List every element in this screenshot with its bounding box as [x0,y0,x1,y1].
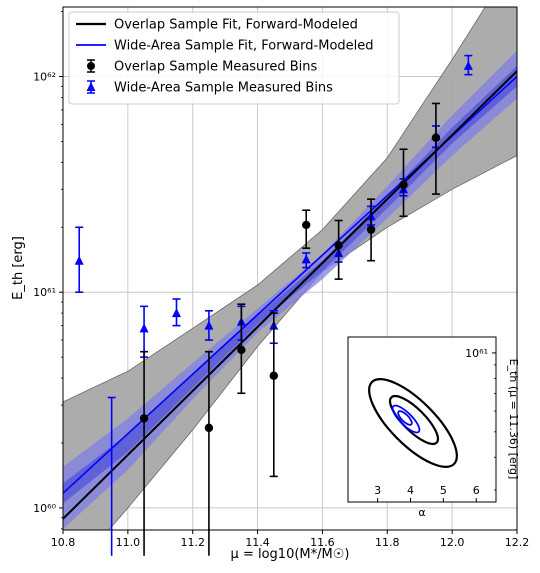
inset-x-tick-label: 6 [473,484,480,497]
legend: Overlap Sample Fit, Forward-Modeled Wide-… [68,11,400,105]
plot-frame [62,6,518,531]
y-tick-label: 10⁶¹ [33,286,56,299]
inset-contours-wide [391,404,421,434]
x-tick-label: 11.0 [116,536,141,549]
legend-swatch-circle [87,62,95,70]
x-tick-label: 12.0 [440,536,465,549]
legend-label: Wide-Area Sample Fit, Forward-Modeled [114,39,374,54]
x-tick-label: 11.6 [310,536,335,549]
x-axis-title: μ = log10(M*/M☉) [231,547,350,562]
inset-x-axis-title: α [418,506,425,519]
inset-x-ticks: 3 4 5 6 [374,484,480,502]
y-tick-label: 10⁶² [33,71,56,84]
wide-point [139,323,149,333]
inset-x-tick-label: 4 [407,484,414,497]
inset-y-tick-label: 10⁶¹ [465,347,488,360]
inset-x-tick-label: 5 [440,484,447,497]
overlap-point [237,345,246,355]
legend-label: Overlap Sample Fit, Forward-Modeled [114,18,358,33]
overlap-point [269,371,278,380]
y-tick-label: 10⁶⁰ [33,502,56,515]
x-tick-label: 11.8 [375,536,400,549]
legend-swatch-triangle [86,82,96,91]
inset-y-axis-title: E_th (μ = 11.36) [erg] [507,359,520,480]
overlap-point [334,241,343,250]
inset-frame [347,336,497,503]
y-axis-ticks: 10⁶⁰ 10⁶¹ 10⁶² [33,11,63,530]
x-tick-label: 11.4 [245,536,270,549]
inset-contour-wide-outer [391,404,421,434]
x-axis-ticks: 10.8 11.0 11.2 11.4 11.6 11.8 12.0 12.2 [51,530,530,549]
legend-label: Wide-Area Sample Measured Bins [114,81,333,96]
inset-y-ticks: 10⁶¹ [465,347,496,491]
overlap-fit-line [63,70,517,520]
inset-panel: 3 4 5 6 10⁶¹ α E_th (μ = 11.36) [erg] [347,336,520,519]
legend-label: Overlap Sample Measured Bins [114,60,318,75]
inset-x-tick-label: 3 [374,484,381,497]
overlap-point [139,414,149,423]
overlap-point [366,225,376,234]
inset-contour-wide-inner [397,410,413,426]
overlap-point [399,180,408,189]
y-axis-title: E_th [erg] [11,236,26,300]
legend-box [68,11,400,105]
overlap-point [431,133,441,142]
inset-contour-overlap-outer [368,378,458,468]
overlap-measured-bins [139,102,441,556]
wide-point [74,255,84,265]
wide-point [172,308,181,318]
wide-fit-band-inner [63,65,517,504]
wide-point [463,60,473,70]
overlap-point [302,220,311,230]
x-tick-label: 12.2 [505,536,530,549]
x-tick-label: 10.8 [51,536,76,549]
x-tick-label: 11.2 [180,536,205,549]
wide-point [301,254,311,264]
overlap-point [204,423,214,433]
wide-point [204,320,214,330]
